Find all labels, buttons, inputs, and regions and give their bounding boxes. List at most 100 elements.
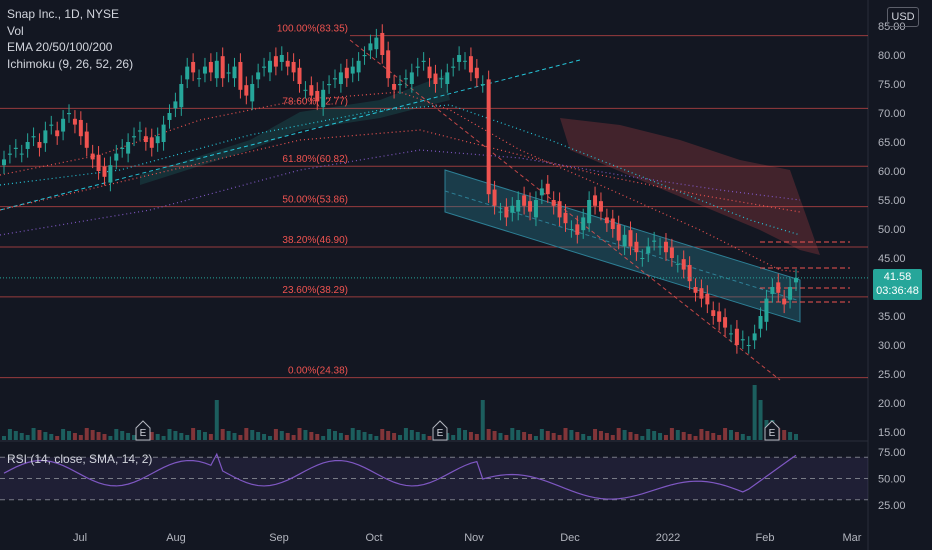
volume-bar — [551, 433, 556, 440]
candle-body — [386, 50, 391, 79]
earnings-marker-shape — [432, 420, 448, 441]
time-axis-tick: Sep — [269, 532, 289, 544]
candle-body — [711, 310, 716, 316]
volume-bar — [539, 429, 544, 440]
volume-bar — [49, 434, 54, 440]
candle-body — [380, 32, 385, 55]
volume-bar — [569, 430, 574, 440]
volume-bar — [374, 436, 379, 440]
last-price-badge: 41.58 03:36:48 — [873, 269, 922, 300]
volume-bar — [344, 435, 349, 440]
volume-bar — [238, 435, 243, 440]
candle-body — [669, 247, 674, 258]
volume-bar — [705, 431, 710, 440]
price-axis-tick: 65.00 — [878, 137, 906, 149]
candle-body — [658, 246, 663, 248]
volume-bar — [315, 434, 320, 440]
volume-bar — [669, 428, 674, 440]
price-axis-tick: 75.00 — [878, 79, 906, 91]
candle-body — [421, 60, 426, 62]
price-axis-tick: 20.00 — [878, 398, 906, 410]
fib-level-label: 78.60%(72.77) — [282, 96, 348, 107]
volume-bar — [581, 434, 586, 440]
fib-level-label: 100.00%(83.35) — [277, 24, 348, 35]
candle-body — [102, 166, 107, 177]
volume-bar — [728, 430, 733, 440]
candle-body — [533, 200, 538, 218]
candle-body — [634, 241, 639, 253]
candle-body — [78, 119, 83, 137]
candle-body — [776, 282, 781, 293]
candle-body — [67, 113, 72, 115]
volume-bar — [457, 428, 462, 440]
candle-body — [185, 66, 190, 80]
rsi-axis-tick: 50.00 — [878, 474, 906, 486]
volume-bar — [309, 432, 314, 440]
candle-body — [356, 60, 361, 73]
volume-bar — [557, 435, 562, 440]
ichimoku-indicator-label[interactable]: Ichimoku (9, 26, 52, 26) — [7, 56, 134, 71]
candle-body — [504, 206, 509, 218]
candle-body — [474, 67, 479, 79]
volume-bar — [232, 433, 237, 440]
candle-body — [55, 130, 60, 137]
time-axis-tick: Aug — [166, 532, 186, 544]
ema-indicator-label[interactable]: EMA 20/50/100/200 — [7, 40, 113, 54]
ichimoku-cloud-bull — [140, 75, 450, 185]
candle-body — [522, 195, 527, 206]
candle-body — [19, 153, 24, 155]
volume-bar — [782, 430, 787, 440]
candle-body — [752, 333, 757, 341]
candle-body — [161, 124, 166, 142]
volume-bar — [634, 434, 639, 440]
candle-body — [557, 201, 562, 218]
volume-bar — [693, 436, 698, 440]
price-axis-tick: 70.00 — [878, 108, 906, 120]
currency-button[interactable]: USD — [887, 7, 919, 27]
volume-bar — [480, 400, 485, 440]
candle-body — [740, 339, 745, 341]
time-axis-tick: 2022 — [656, 532, 680, 544]
candle-body — [309, 85, 314, 96]
candle-body — [516, 200, 521, 212]
candle-body — [663, 241, 668, 253]
volume-bar — [173, 431, 178, 440]
candle-body — [303, 89, 308, 91]
volume-bar — [598, 431, 603, 440]
candle-body — [468, 56, 473, 73]
candle-body — [120, 147, 125, 149]
volume-bar — [386, 431, 391, 440]
candle-body — [220, 56, 225, 79]
candle-body — [43, 130, 48, 144]
candle-body — [403, 78, 408, 80]
candle-body — [267, 60, 272, 73]
volume-bar — [356, 430, 361, 440]
candle-body — [392, 84, 397, 90]
candle-body — [291, 61, 296, 73]
earnings-marker[interactable]: E — [764, 420, 780, 441]
vol-indicator-label[interactable]: Vol — [7, 23, 24, 38]
rsi-indicator-label[interactable]: RSI (14, close, SMA, 14, 2) — [7, 452, 153, 466]
candle-body — [451, 66, 456, 68]
volume-bar — [368, 434, 373, 440]
candle-body — [622, 234, 627, 247]
volume-bar — [687, 434, 692, 440]
chart-legend: Snap Inc., 1D, NYSE Vol EMA 20/50/100/20… — [7, 6, 133, 72]
symbol-title[interactable]: Snap Inc., 1D, NYSE — [7, 7, 120, 21]
earnings-marker[interactable]: E — [432, 420, 448, 441]
candle-body — [652, 240, 657, 242]
volume-bar — [409, 430, 414, 440]
earnings-marker-label: E — [769, 428, 776, 439]
volume-bar — [492, 431, 497, 440]
volume-bar — [108, 436, 113, 440]
earnings-marker[interactable]: E — [135, 420, 151, 441]
volume-bar — [510, 428, 515, 440]
candle-body — [728, 333, 733, 335]
candle-body — [250, 84, 255, 102]
candle-body — [338, 72, 343, 84]
volume-bar — [533, 436, 538, 440]
volume-bar — [273, 429, 278, 440]
candle-body — [415, 66, 420, 68]
volume-bar — [616, 428, 621, 440]
